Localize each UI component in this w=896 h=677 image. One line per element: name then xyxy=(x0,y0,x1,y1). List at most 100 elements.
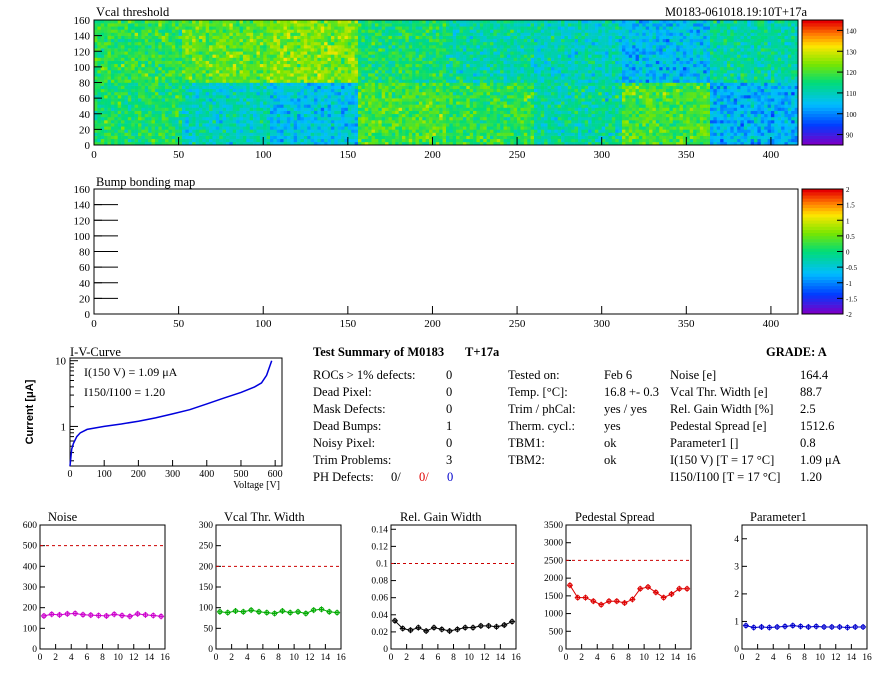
heat-cell xyxy=(358,70,362,74)
heat-cell xyxy=(466,91,470,96)
heat-cell xyxy=(544,91,548,96)
heat-cell xyxy=(456,104,460,108)
heat-cell xyxy=(747,70,751,74)
heat-cell xyxy=(496,113,501,118)
heat-cell xyxy=(584,95,589,99)
heat-cell xyxy=(205,120,210,124)
heat-cell xyxy=(672,135,677,140)
heat-cell xyxy=(110,95,115,99)
heat-cell xyxy=(446,141,450,146)
heat-cell xyxy=(195,79,200,83)
heat-cell xyxy=(408,135,413,140)
heat-cell xyxy=(253,116,257,121)
heat-cell xyxy=(192,98,196,102)
heat-cell xyxy=(327,138,332,143)
heat-cell xyxy=(395,123,399,127)
heat-cell xyxy=(175,141,179,146)
heat-cell xyxy=(236,85,240,90)
heat-cell xyxy=(361,126,366,130)
heat-cell xyxy=(588,76,592,80)
heat-cell xyxy=(588,113,592,118)
heat-cell xyxy=(107,126,112,130)
heat-cell xyxy=(506,123,511,127)
heat-cell xyxy=(689,120,694,124)
heat-cell xyxy=(293,113,298,118)
heat-cell xyxy=(212,70,217,74)
heat-cell xyxy=(578,91,582,96)
heat-cell xyxy=(571,113,575,118)
heat-cell xyxy=(175,110,179,115)
heat-cell xyxy=(527,79,531,83)
heat-cell xyxy=(635,132,640,136)
heat-cell xyxy=(276,129,281,133)
heat-cell xyxy=(114,76,118,80)
heat-cell xyxy=(144,73,149,77)
heat-cell xyxy=(628,76,633,80)
heat-cell xyxy=(706,101,711,105)
heat-cell xyxy=(314,116,318,121)
heat-cell xyxy=(280,91,284,96)
heat-cell xyxy=(476,132,481,136)
heat-cell xyxy=(479,138,484,143)
heat-cell xyxy=(202,141,206,146)
heat-cell xyxy=(429,116,433,121)
heat-cell xyxy=(239,123,244,127)
heat-cell xyxy=(249,73,254,77)
heat-cell xyxy=(246,73,250,77)
heat-cell xyxy=(591,79,596,83)
heat-cell xyxy=(446,95,450,99)
heat-cell xyxy=(649,129,653,133)
heat-cell xyxy=(459,98,464,102)
heat-cell xyxy=(259,107,264,111)
heat-cell xyxy=(540,138,545,143)
heat-cell xyxy=(97,126,102,130)
heat-cell xyxy=(767,113,772,118)
heat-cell xyxy=(239,104,244,108)
heat-cell xyxy=(347,107,352,111)
heat-cell xyxy=(205,138,210,143)
heat-cell xyxy=(435,82,440,86)
heat-cell xyxy=(506,110,511,115)
heat-cell xyxy=(791,76,795,80)
heat-cell xyxy=(672,110,677,115)
heat-cell xyxy=(696,120,701,124)
heat-cell xyxy=(151,101,156,105)
heat-cell xyxy=(351,104,355,108)
heat-cell xyxy=(605,82,609,86)
heat-cell xyxy=(635,98,640,102)
heat-cell xyxy=(337,82,342,86)
heat-cell xyxy=(408,98,413,102)
heat-cell xyxy=(601,110,606,115)
heat-cell xyxy=(368,141,372,146)
heat-cell xyxy=(307,91,311,96)
heat-cell xyxy=(679,76,684,80)
heat-cell xyxy=(259,70,264,74)
heat-cell xyxy=(212,85,217,90)
heat-cell xyxy=(726,101,731,105)
heat-cell xyxy=(175,129,179,133)
heat-cell xyxy=(703,120,707,124)
heat-cell xyxy=(185,85,190,90)
heat-cell xyxy=(638,73,643,77)
heat-cell xyxy=(740,135,745,140)
heat-cell xyxy=(655,98,660,102)
heat-cell xyxy=(154,126,159,130)
heat-cell xyxy=(679,126,684,130)
heat-cell xyxy=(632,126,636,130)
heat-cell xyxy=(571,91,575,96)
heat-cell xyxy=(361,135,366,140)
heat-cell xyxy=(371,138,376,143)
heat-cell xyxy=(371,110,376,115)
heat-cell xyxy=(192,79,196,83)
heat-cell xyxy=(222,70,227,74)
heat-cell xyxy=(226,91,230,96)
heat-cell xyxy=(584,138,589,143)
heat-cell xyxy=(706,116,711,121)
heat-cell xyxy=(273,132,278,136)
heat-cell xyxy=(253,141,257,146)
heat-cell xyxy=(144,141,149,146)
heat-cell xyxy=(317,98,322,102)
heat-cell xyxy=(310,132,315,136)
heat-cell xyxy=(767,95,772,99)
heat-cell xyxy=(686,110,690,115)
